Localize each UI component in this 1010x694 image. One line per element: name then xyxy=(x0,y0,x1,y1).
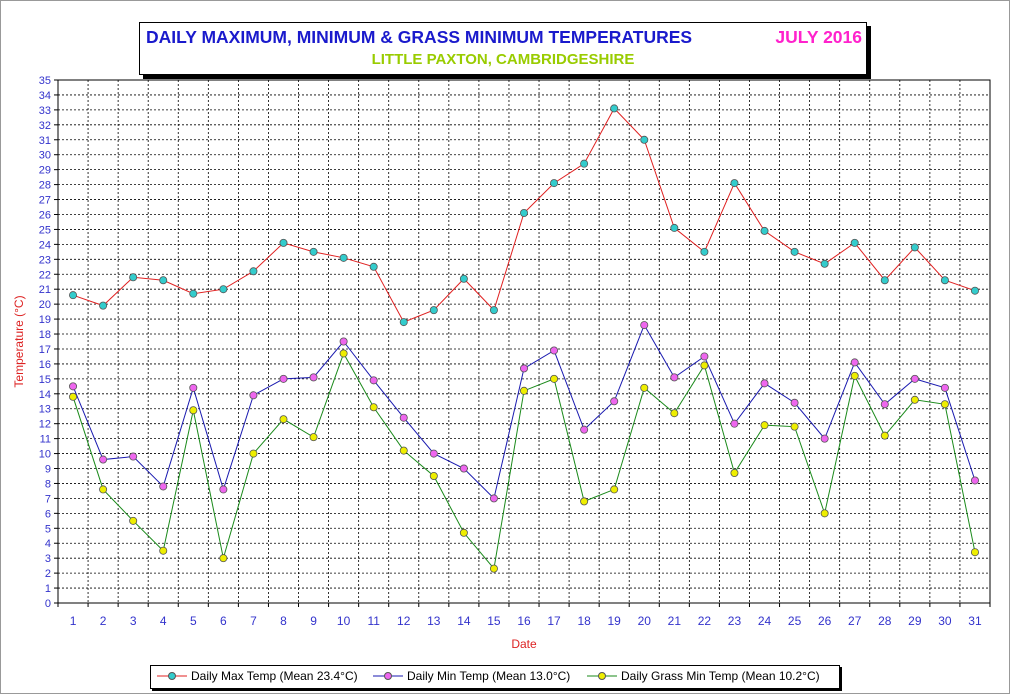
legend-swatch-min xyxy=(373,672,403,680)
legend-item-max: Daily Max Temp (Mean 23.4°C) xyxy=(157,669,358,683)
legend-swatch-max xyxy=(157,672,187,680)
legend-label-min: Daily Min Temp (Mean 13.0°C) xyxy=(407,669,571,683)
chart-title: DAILY MAXIMUM, MINIMUM & GRASS MINIMUM T… xyxy=(146,27,693,47)
chart-subtitle: LITTLE PAXTON, CAMBRIDGESHIRE xyxy=(371,51,635,68)
legend-item-grass: Daily Grass Min Temp (Mean 10.2°C) xyxy=(587,669,820,683)
legend-label-grass: Daily Grass Min Temp (Mean 10.2°C) xyxy=(621,669,820,683)
title-box: DAILY MAXIMUM, MINIMUM & GRASS MINIMUM T… xyxy=(139,22,867,75)
legend-swatch-grass xyxy=(587,672,617,680)
legend-item-min: Daily Min Temp (Mean 13.0°C) xyxy=(373,669,570,683)
chart-month: JULY 2016 xyxy=(775,27,862,47)
legend-label-max: Daily Max Temp (Mean 23.4°C) xyxy=(191,669,358,683)
legend: Daily Max Temp (Mean 23.4°C) Daily Min T… xyxy=(150,665,840,689)
